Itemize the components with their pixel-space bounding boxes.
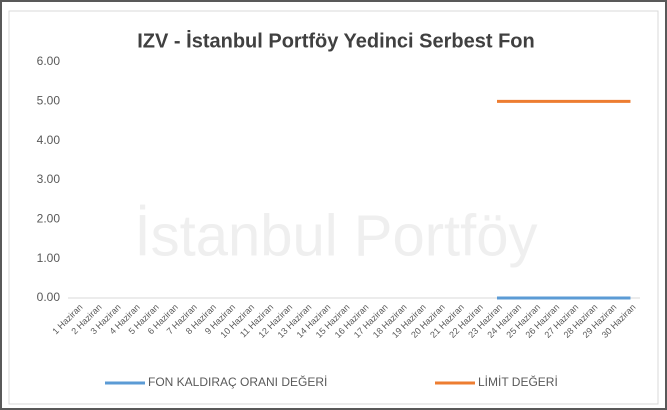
chart-title: IZV - İstanbul Portföy Yedinci Serbest F… [137,29,534,52]
y-tick-label: 3.00 [37,172,61,186]
legend-label: FON KALDIRAÇ ORANI DEĞERİ [148,374,327,389]
y-tick-label: 1.00 [37,251,61,265]
legend-label: LİMİT DEĞERİ [478,374,558,389]
y-tick-label: 6.00 [37,54,61,68]
y-tick-label: 2.00 [37,212,61,226]
watermark: İstanbul Portföy [135,203,538,268]
y-tick-label: 0.00 [37,290,61,304]
chart-area [8,10,659,405]
y-tick-label: 5.00 [37,94,61,108]
y-tick-label: 4.00 [37,133,61,147]
